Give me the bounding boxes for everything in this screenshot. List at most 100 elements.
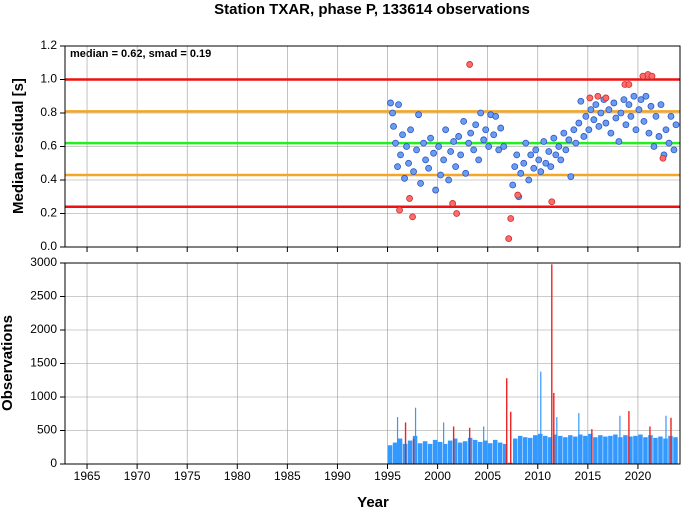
point — [472, 121, 480, 129]
point — [652, 112, 660, 120]
y-tick-label: 0.8 — [40, 105, 57, 119]
point — [567, 173, 575, 181]
point — [409, 213, 416, 221]
point — [517, 169, 525, 177]
point — [462, 169, 470, 177]
point — [595, 123, 603, 130]
point — [466, 61, 474, 68]
point — [399, 131, 406, 139]
point — [540, 138, 548, 145]
point — [670, 146, 678, 154]
point — [527, 151, 535, 159]
bar — [482, 440, 488, 464]
point — [396, 206, 403, 214]
point — [480, 136, 488, 144]
point — [522, 139, 530, 147]
point — [397, 151, 404, 159]
point — [492, 112, 500, 120]
point — [525, 176, 533, 184]
point — [432, 186, 440, 194]
bar — [556, 417, 558, 464]
bar — [412, 438, 415, 464]
bar — [404, 422, 407, 464]
point — [500, 143, 508, 150]
point — [460, 117, 468, 125]
bar — [619, 415, 621, 464]
bar — [432, 439, 438, 464]
point — [440, 156, 448, 164]
point — [617, 109, 625, 117]
point — [607, 129, 615, 137]
y-tick-label: 0 — [50, 456, 57, 470]
point — [575, 119, 583, 127]
y-axis-label: Observations — [0, 315, 16, 411]
point — [509, 181, 517, 189]
point — [467, 129, 475, 137]
point — [577, 97, 585, 105]
x-tick-label: 2000 — [424, 469, 451, 483]
point — [532, 146, 540, 154]
point — [387, 99, 394, 107]
bar — [492, 439, 498, 464]
bar — [633, 435, 638, 464]
point — [547, 163, 555, 171]
bar — [506, 378, 508, 464]
point — [557, 156, 565, 164]
point — [620, 96, 628, 103]
point — [530, 164, 538, 172]
point — [437, 171, 445, 179]
point — [645, 129, 653, 137]
point — [392, 139, 399, 147]
point — [585, 126, 593, 134]
bar — [638, 434, 643, 464]
x-tick-label: 2005 — [474, 469, 501, 483]
bar — [462, 441, 468, 464]
bar — [563, 437, 568, 464]
bar — [510, 411, 512, 464]
bar — [452, 426, 455, 464]
point — [425, 164, 432, 172]
point — [405, 159, 412, 167]
point — [497, 124, 505, 132]
point — [615, 138, 623, 145]
point — [625, 81, 633, 88]
bar — [628, 436, 633, 464]
point — [605, 106, 613, 114]
point — [637, 96, 645, 103]
bar — [553, 434, 558, 464]
x-tick-label: 1970 — [124, 469, 151, 483]
point — [586, 94, 594, 102]
x-tick-label: 1990 — [324, 469, 351, 483]
point — [470, 146, 478, 154]
bar — [588, 433, 593, 464]
point — [640, 117, 648, 125]
point — [580, 133, 588, 140]
point — [442, 126, 450, 134]
bar — [558, 435, 563, 464]
bar — [628, 411, 630, 464]
point — [552, 151, 560, 159]
point — [389, 109, 396, 117]
point — [642, 92, 650, 100]
point — [465, 139, 473, 147]
point — [602, 119, 610, 127]
point — [627, 112, 635, 120]
point — [490, 131, 498, 139]
point — [572, 139, 580, 147]
bar — [670, 417, 672, 464]
bar — [568, 435, 573, 464]
point — [449, 200, 457, 207]
point — [410, 168, 417, 176]
point — [590, 116, 598, 124]
point — [395, 101, 402, 109]
point — [430, 149, 437, 157]
point — [422, 156, 429, 164]
x-tick-label: 1965 — [74, 469, 101, 483]
bar — [396, 417, 399, 464]
bar — [578, 434, 583, 464]
point — [477, 109, 485, 117]
y-tick-label: 0.2 — [40, 206, 57, 220]
bar — [497, 442, 503, 464]
y-tick-label: 1.2 — [40, 38, 57, 52]
point — [505, 235, 513, 243]
